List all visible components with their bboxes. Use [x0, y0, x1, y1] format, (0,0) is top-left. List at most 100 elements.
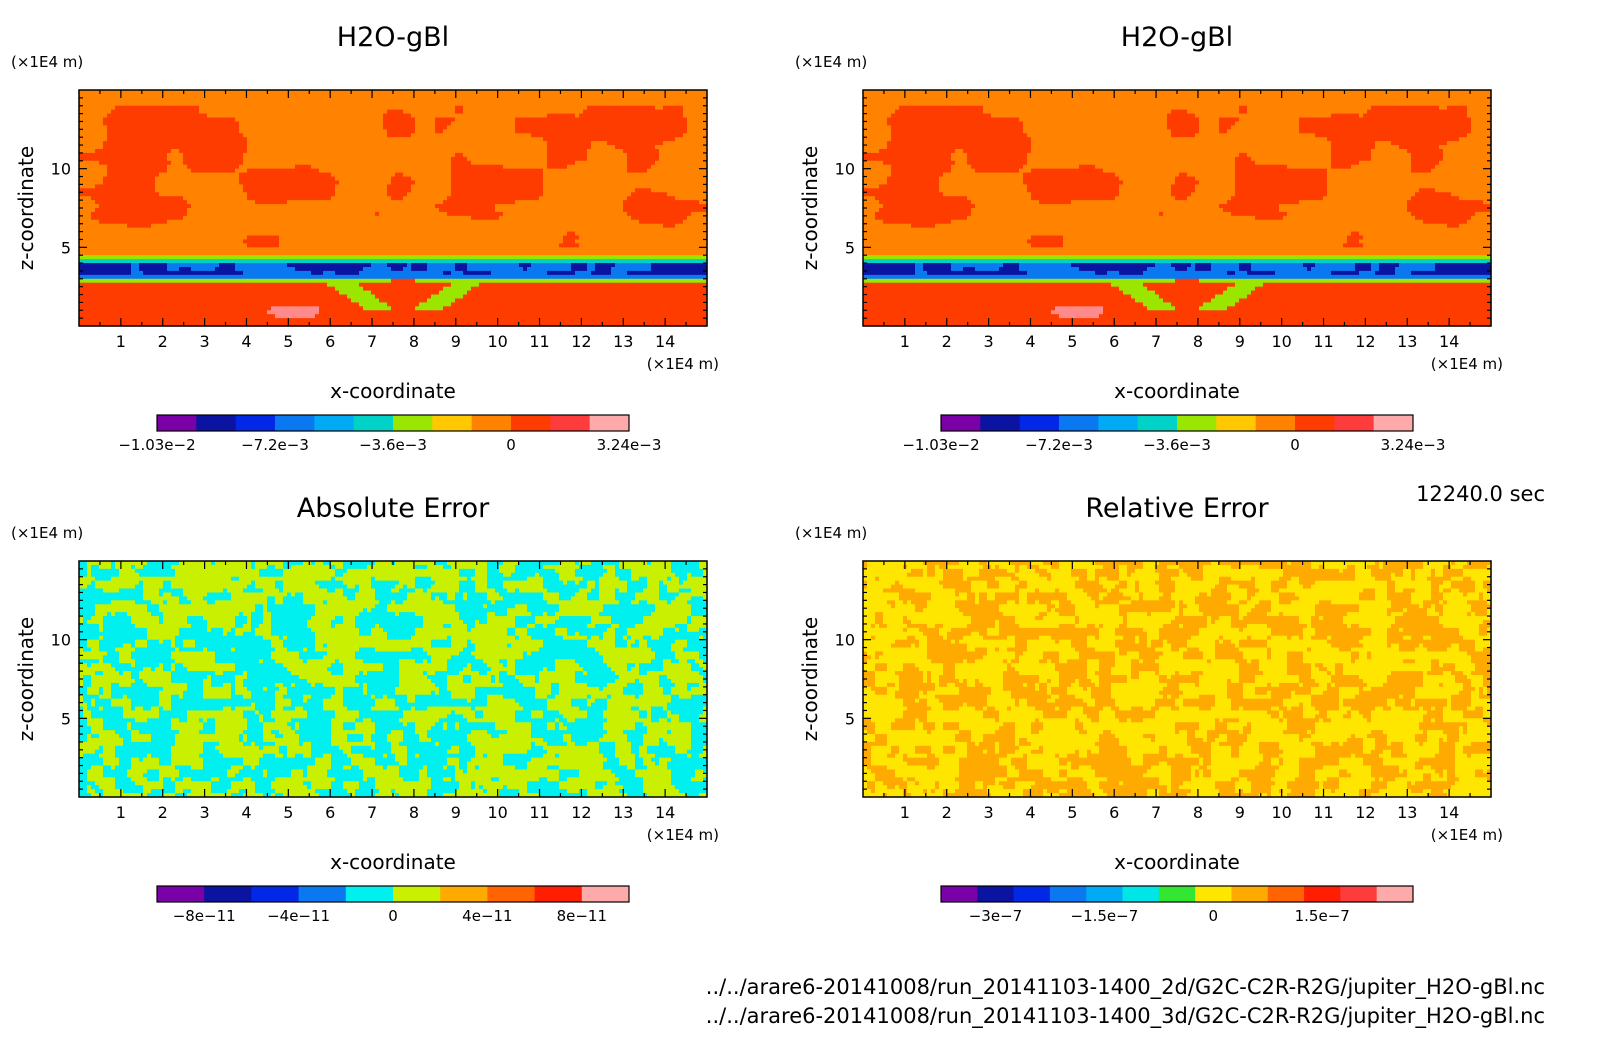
heatmap-cell — [671, 145, 676, 150]
heatmap-cell — [639, 149, 644, 154]
heatmap-cell — [595, 204, 600, 209]
heatmap-cell — [519, 129, 524, 134]
heatmap-cell — [695, 184, 700, 189]
heatmap-cell — [311, 149, 316, 154]
heatmap-cell — [287, 117, 292, 123]
heatmap-cell — [491, 152, 496, 158]
heatmap-cell — [255, 204, 260, 209]
heatmap-cell — [95, 152, 100, 158]
heatmap-cell — [107, 188, 112, 193]
heatmap-cell — [647, 125, 652, 130]
heatmap-cell — [267, 129, 272, 134]
heatmap-cell — [155, 141, 160, 146]
heatmap-cell — [239, 145, 244, 150]
heatmap-cell — [263, 200, 268, 205]
heatmap-cell — [315, 172, 320, 178]
heatmap-cell — [167, 109, 172, 115]
heatmap-cell — [663, 133, 668, 138]
heatmap-cell — [95, 172, 100, 178]
heatmap-cell — [331, 125, 336, 130]
heatmap-cell — [627, 105, 632, 111]
heatmap-cell — [271, 137, 276, 142]
heatmap-cell — [467, 200, 472, 205]
heatmap-cell — [659, 109, 664, 115]
heatmap-cell — [327, 184, 332, 189]
heatmap-cell — [599, 168, 604, 174]
heatmap-cell — [79, 204, 84, 209]
heatmap-cell — [659, 93, 664, 99]
heatmap-cell — [443, 188, 448, 193]
heatmap-cell — [659, 125, 664, 130]
heatmap-cell — [627, 90, 632, 95]
heatmap-cell — [263, 145, 268, 150]
heatmap-cell — [187, 145, 192, 150]
heatmap-cell — [295, 90, 300, 95]
heatmap-cell — [451, 137, 456, 142]
heatmap-cell — [123, 152, 128, 158]
heatmap-cell — [459, 208, 464, 213]
heatmap-cell — [223, 168, 228, 174]
heatmap-cell — [619, 200, 624, 205]
heatmap-cell — [531, 164, 536, 170]
heatmap-cell — [359, 109, 364, 115]
heatmap-cell — [295, 176, 300, 182]
heatmap-cell — [307, 125, 312, 130]
heatmap-cell — [339, 196, 344, 201]
heatmap-cell — [575, 105, 580, 111]
heatmap-cell — [163, 117, 168, 123]
heatmap-cell — [171, 196, 176, 201]
heatmap-cell — [127, 192, 132, 197]
heatmap-cell — [671, 204, 676, 209]
heatmap-cell — [463, 141, 468, 146]
heatmap-cell — [271, 192, 276, 197]
heatmap-cell — [351, 97, 356, 103]
heatmap-cell — [623, 121, 628, 126]
heatmap-cell — [683, 105, 688, 111]
heatmap-cell — [463, 113, 468, 119]
heatmap-cell — [347, 184, 352, 189]
heatmap-cell — [147, 211, 152, 217]
heatmap-cell — [427, 129, 432, 134]
heatmap-cell — [195, 211, 200, 217]
heatmap-cell — [659, 184, 664, 189]
heatmap-cell — [247, 117, 252, 123]
heatmap-cell — [455, 93, 460, 99]
heatmap-cell — [167, 208, 172, 213]
heatmap-cell — [319, 145, 324, 150]
heatmap-cell — [271, 160, 276, 166]
heatmap-cell — [123, 93, 128, 99]
heatmap-cell — [283, 164, 288, 170]
heatmap-cell — [691, 200, 696, 205]
heatmap-cell — [355, 137, 360, 142]
heatmap-cell — [211, 180, 216, 185]
heatmap-cell — [651, 125, 656, 130]
heatmap-cell — [375, 117, 380, 123]
heatmap-cell — [579, 117, 584, 123]
heatmap-cell — [83, 97, 88, 103]
heatmap-cell — [703, 129, 708, 134]
heatmap-cell — [375, 168, 380, 174]
heatmap-cell — [391, 180, 396, 185]
heatmap-cell — [655, 149, 660, 154]
heatmap-cell — [235, 141, 240, 146]
heatmap-cell — [379, 176, 384, 182]
heatmap-cell — [423, 184, 428, 189]
heatmap-cell — [375, 121, 380, 126]
heatmap-cell — [303, 160, 308, 166]
heatmap-cell — [367, 156, 372, 162]
heatmap-cell — [683, 133, 688, 138]
heatmap-cell — [187, 164, 192, 170]
heatmap-cell — [651, 141, 656, 146]
heatmap-cell — [491, 176, 496, 182]
heatmap-cell — [171, 141, 176, 146]
heatmap-cell — [551, 208, 556, 213]
heatmap-cell — [103, 160, 108, 166]
heatmap-cell — [591, 101, 596, 107]
heatmap-cell — [135, 125, 140, 130]
heatmap-cell — [87, 192, 92, 197]
heatmap-cell — [523, 149, 528, 154]
heatmap-cell — [479, 211, 484, 217]
heatmap-cell — [195, 121, 200, 126]
heatmap-cell — [379, 90, 384, 95]
heatmap-cell — [455, 109, 460, 115]
